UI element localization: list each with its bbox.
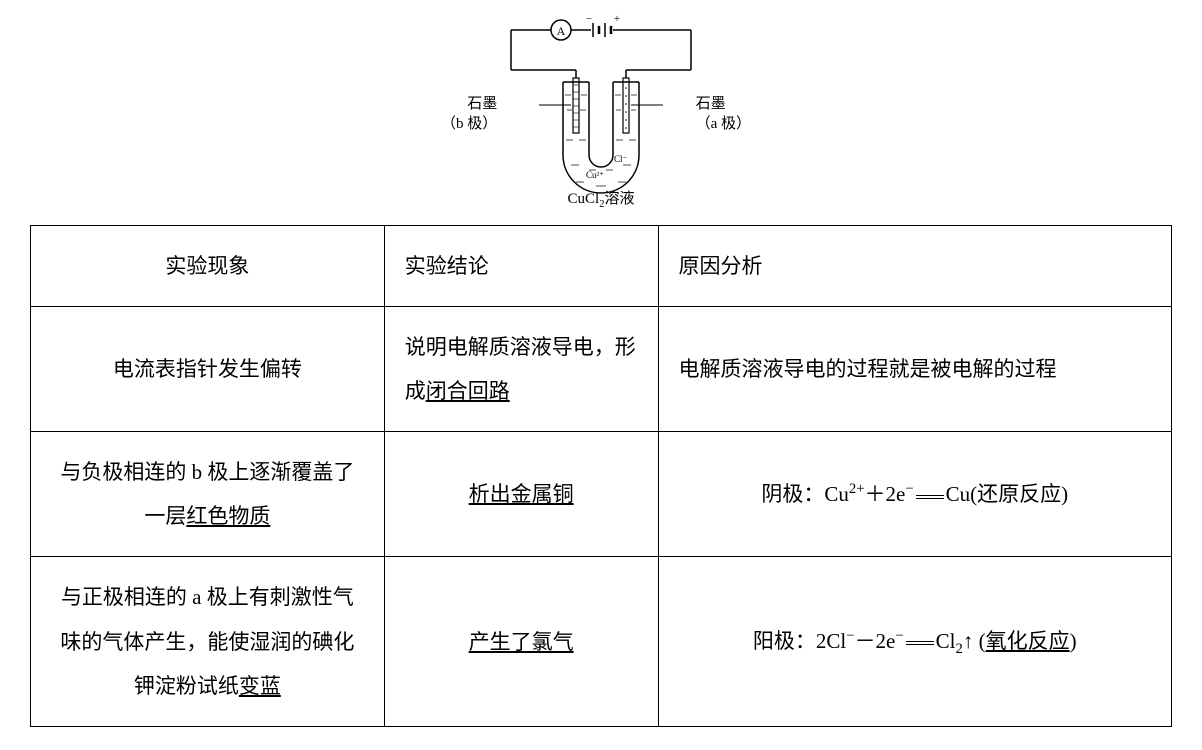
cell-conclusion-1: 说明电解质溶液导电，形成闭合回路 (384, 307, 658, 432)
diagram-container: A − + (30, 10, 1172, 210)
text-underline: 红色物质 (186, 504, 270, 528)
cell-phenomenon-1: 电流表指针发生偏转 (31, 307, 385, 432)
svg-text:−: − (586, 13, 592, 25)
svg-text:Cl⁻: Cl⁻ (614, 154, 628, 164)
label-a-pole: （a 极） (696, 116, 751, 132)
table-row: 与负极相连的 b 极上逐渐覆盖了一层红色物质 析出金属铜 阴极：Cu2+＋2e−… (31, 432, 1172, 557)
text-fragment: (还原反应) (970, 482, 1068, 506)
label-solution: CuCl2溶液 (431, 187, 771, 210)
cell-conclusion-2: 析出金属铜 (384, 432, 658, 557)
text-underline: 氧化反应 (986, 629, 1070, 653)
text-underline: 变蓝 (239, 674, 281, 698)
header-analysis: 原因分析 (658, 226, 1171, 307)
label-graphite-b: 石墨 (467, 96, 497, 112)
svg-text:A: A (557, 24, 566, 38)
label-electrode-b: 石墨 （b 极） (441, 95, 497, 134)
equation-line (906, 641, 934, 645)
text-underline: 产生了氯气 (469, 630, 574, 654)
label-b-pole: （b 极） (441, 116, 497, 132)
cell-phenomenon-2: 与负极相连的 b 极上逐渐覆盖了一层红色物质 (31, 432, 385, 557)
text-underline: 闭合回路 (426, 379, 510, 403)
cell-conclusion-3: 产生了氯气 (384, 557, 658, 726)
cell-phenomenon-3: 与正极相连的 a 极上有刺激性气味的气体产生，能使湿润的碘化钾淀粉试纸变蓝 (31, 557, 385, 726)
electrolysis-diagram: A − + (431, 10, 771, 210)
table-row: 与正极相连的 a 极上有刺激性气味的气体产生，能使湿润的碘化钾淀粉试纸变蓝 产生… (31, 557, 1172, 726)
label-graphite-a: 石墨 (696, 96, 726, 112)
equation-line (916, 495, 944, 499)
text-fragment: 与正极相连的 a 极上有刺激性气味的气体产生，能使湿润的碘化钾淀粉试纸 (60, 585, 354, 697)
text-underline: 析出金属铜 (469, 482, 574, 506)
svg-text:Cu²⁺: Cu²⁺ (586, 170, 604, 180)
cell-analysis-3: 阳极：2Cl−－2e−Cl2↑ (氧化反应) (658, 557, 1171, 726)
label-electrode-a: 石墨 （a 极） (696, 95, 751, 134)
experiment-table: 实验现象 实验结论 原因分析 电流表指针发生偏转 说明电解质溶液导电，形成闭合回… (30, 225, 1172, 727)
table-header-row: 实验现象 实验结论 原因分析 (31, 226, 1172, 307)
header-conclusion: 实验结论 (384, 226, 658, 307)
cell-analysis-1: 电解质溶液导电的过程就是被电解的过程 (658, 307, 1171, 432)
text-fragment: 阴极： (761, 482, 824, 506)
text-fragment: 阳极： (753, 629, 816, 653)
table-row: 电流表指针发生偏转 说明电解质溶液导电，形成闭合回路 电解质溶液导电的过程就是被… (31, 307, 1172, 432)
header-phenomenon: 实验现象 (31, 226, 385, 307)
svg-text:+: + (614, 13, 620, 25)
cell-analysis-2: 阴极：Cu2+＋2e−Cu(还原反应) (658, 432, 1171, 557)
